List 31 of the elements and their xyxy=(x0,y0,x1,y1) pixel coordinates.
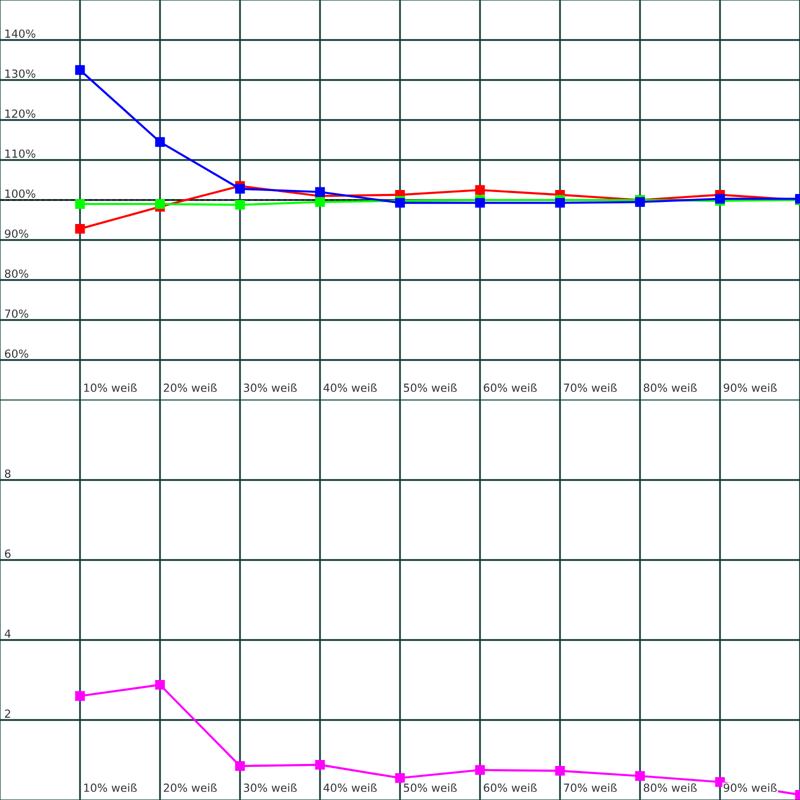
y-tick-label: 120% xyxy=(5,109,36,118)
x-tick-label: 90% weiß xyxy=(724,783,777,792)
y-tick-label: 60% xyxy=(4,349,28,358)
y-tick-label: 110% xyxy=(5,149,36,158)
x-tick-label: 80% weiß xyxy=(644,383,697,392)
x-tick-label: 20% weiß xyxy=(164,383,217,392)
x-tick-label: 60% weiß xyxy=(484,383,537,392)
x-tick-label: 30% weiß xyxy=(244,383,297,392)
x-tick-label: 80% weiß xyxy=(644,783,697,792)
x-tick-label: 60% weiß xyxy=(484,783,537,792)
y-tick-label: 70% xyxy=(5,309,28,318)
x-tick-label: 20% weiß xyxy=(164,783,217,792)
y-tick-label: 80% xyxy=(4,269,28,278)
x-tick-label: 40% weiß xyxy=(324,783,377,792)
y-tick-label: 6 xyxy=(4,549,11,558)
x-tick-label: 10% weiß xyxy=(84,783,137,792)
x-tick-label: 50% weiß xyxy=(404,783,457,792)
y-tick-label: 140% xyxy=(5,29,36,38)
y-tick-label: 2 xyxy=(4,709,10,718)
x-tick-label: 30% weiß xyxy=(244,783,297,792)
x-tick-label: 70% weiß xyxy=(564,383,617,392)
x-tick-label: 90% weiß xyxy=(724,383,777,392)
y-tick-label: 8 xyxy=(4,469,10,478)
x-tick-label: 40% weiß xyxy=(324,383,377,392)
x-tick-label: 50% weiß xyxy=(404,383,457,392)
y-tick-label: 90% xyxy=(4,229,28,238)
y-tick-label: 100% xyxy=(5,189,36,198)
y-tick-label: 4 xyxy=(4,630,11,638)
x-tick-label: 10% weiß xyxy=(84,383,137,392)
x-tick-label: 70% weiß xyxy=(564,783,617,792)
y-tick-label: 130% xyxy=(5,69,36,78)
